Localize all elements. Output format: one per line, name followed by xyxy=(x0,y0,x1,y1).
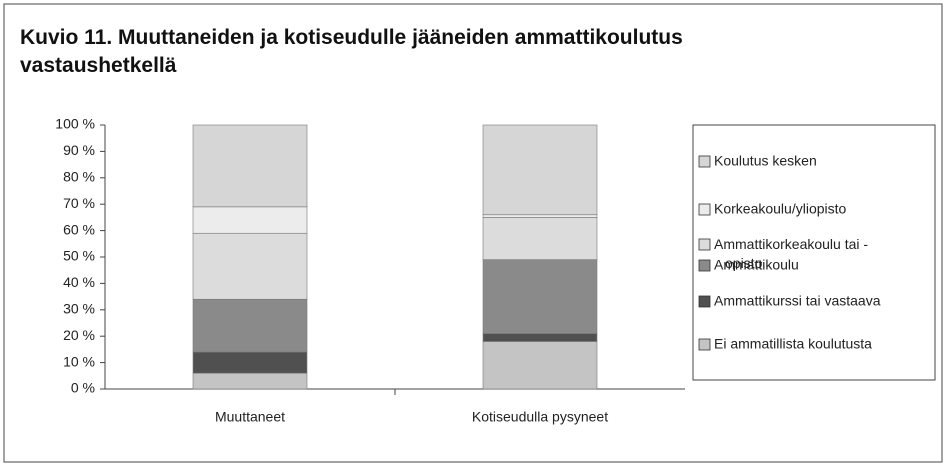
legend-line: opisto xyxy=(725,255,763,271)
bar-segment xyxy=(192,372,308,390)
y-tick-label: 90 % xyxy=(63,142,95,158)
x-tick-label: Kotiseudulla pysyneet xyxy=(472,409,608,425)
y-tick-label: 70 % xyxy=(63,195,95,211)
legend-label: Ei ammatillista koulutusta xyxy=(714,336,872,352)
chart-title: Kuvio 11. Muuttaneiden ja kotiseudulle j… xyxy=(20,26,689,77)
title-line: vastaushetkellä xyxy=(20,54,177,77)
legend-line: Ammattikorkeakoulu tai - xyxy=(714,236,872,252)
legend-swatch xyxy=(698,155,711,168)
y-tick-label: 40 % xyxy=(63,274,95,290)
bar-segment xyxy=(482,341,598,390)
bar-segment xyxy=(482,214,598,218)
legend-label: Ammattikoulu xyxy=(714,257,799,273)
bar-segment xyxy=(192,298,308,353)
bar-segment xyxy=(192,206,308,234)
legend-swatch xyxy=(698,259,711,272)
legend-box xyxy=(692,124,936,381)
y-tick-label: 0 % xyxy=(71,380,95,396)
y-tick-label: 60 % xyxy=(63,221,95,237)
y-tick-label: 100 % xyxy=(55,116,95,132)
bar-segment xyxy=(192,351,308,374)
legend-swatch xyxy=(698,338,711,351)
y-tick-label: 10 % xyxy=(63,353,95,369)
bar-segment xyxy=(192,232,308,300)
legend-label: Ammattikorkeakoulu tai - opisto xyxy=(714,236,872,271)
legend-label: Ammattikurssi tai vastaava xyxy=(714,293,881,309)
bar-segment xyxy=(192,124,308,208)
bar-segment xyxy=(482,259,598,334)
legend-swatch xyxy=(698,238,711,251)
x-tick-label: Muuttaneet xyxy=(215,409,285,425)
bar-segment xyxy=(482,217,598,260)
y-tick-label: 80 % xyxy=(63,169,95,185)
bar-segment xyxy=(482,124,598,216)
y-tick-label: 20 % xyxy=(63,327,95,343)
legend-label: Koulutus kesken xyxy=(714,153,817,169)
y-tick-label: 30 % xyxy=(63,301,95,317)
legend-swatch xyxy=(698,295,711,308)
legend-swatch xyxy=(698,203,711,216)
y-tick-label: 50 % xyxy=(63,248,95,264)
legend-label: Korkeakoulu/yliopisto xyxy=(714,201,847,217)
title-line: Kuvio 11. Muuttaneiden ja kotiseudulle j… xyxy=(20,26,689,49)
bar-segment xyxy=(482,333,598,342)
